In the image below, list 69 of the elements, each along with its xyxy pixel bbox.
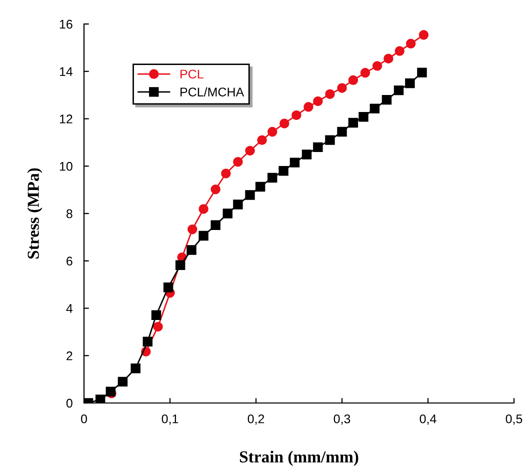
point — [382, 94, 392, 105]
point — [188, 224, 198, 234]
point — [130, 364, 140, 374]
point — [255, 182, 266, 192]
point — [313, 96, 323, 106]
point — [417, 68, 427, 78]
y-tick-label: 12 — [60, 114, 72, 124]
x-tick-label: 0,3 — [334, 414, 350, 425]
y-tick-label: 0 — [66, 398, 72, 408]
y-axis-title: Stress (MPa) — [27, 168, 42, 259]
point — [233, 200, 243, 210]
point — [384, 54, 394, 64]
point — [405, 78, 415, 88]
point — [280, 118, 290, 128]
point — [118, 376, 128, 387]
point — [290, 158, 300, 168]
y-tick-label: 4 — [66, 304, 73, 313]
point — [370, 104, 380, 114]
point — [267, 126, 278, 137]
x-tick-label: 0,2 — [248, 414, 264, 425]
point — [210, 220, 220, 230]
point — [95, 394, 106, 403]
y-tick-label: 8 — [66, 209, 72, 218]
point — [325, 89, 335, 99]
point — [337, 83, 347, 93]
x-tick-label: 0 — [81, 414, 87, 424]
legend-label: PCL — [180, 70, 204, 79]
point — [394, 85, 404, 96]
x-tick-label: 0,1 — [162, 414, 178, 425]
point — [198, 204, 208, 214]
x-tick-label: 0,4 — [420, 414, 436, 425]
point — [142, 336, 152, 347]
point — [163, 282, 174, 292]
point — [186, 245, 196, 255]
point — [151, 310, 162, 320]
y-tick-label: 6 — [66, 256, 72, 266]
legend-label: PCL/MCHA — [180, 87, 244, 96]
point — [418, 30, 429, 40]
point — [245, 146, 255, 156]
point — [278, 166, 288, 176]
point — [222, 208, 232, 218]
point — [292, 110, 302, 120]
y-tick-label: 16 — [60, 20, 72, 29]
point — [302, 150, 312, 160]
point — [406, 38, 416, 49]
point — [257, 135, 267, 145]
point — [304, 102, 314, 112]
point — [198, 230, 208, 241]
point — [267, 172, 278, 183]
point — [348, 75, 358, 85]
point — [372, 61, 382, 71]
x-axis-title: Strain (mm/mm) — [240, 450, 358, 466]
point — [394, 46, 404, 56]
point — [175, 260, 186, 270]
point — [358, 112, 368, 122]
point — [221, 168, 231, 178]
y-tick-label: 2 — [66, 351, 72, 360]
x-tick-label: 0,5 — [506, 414, 522, 425]
point — [360, 68, 370, 78]
point — [245, 190, 255, 200]
point — [210, 184, 220, 194]
point — [348, 118, 358, 128]
point — [337, 126, 347, 137]
point — [233, 157, 243, 167]
y-tick-label: 14 — [60, 67, 73, 76]
point — [325, 135, 335, 145]
y-tick-label: 10 — [60, 162, 72, 171]
point — [313, 142, 323, 152]
point — [153, 322, 163, 332]
